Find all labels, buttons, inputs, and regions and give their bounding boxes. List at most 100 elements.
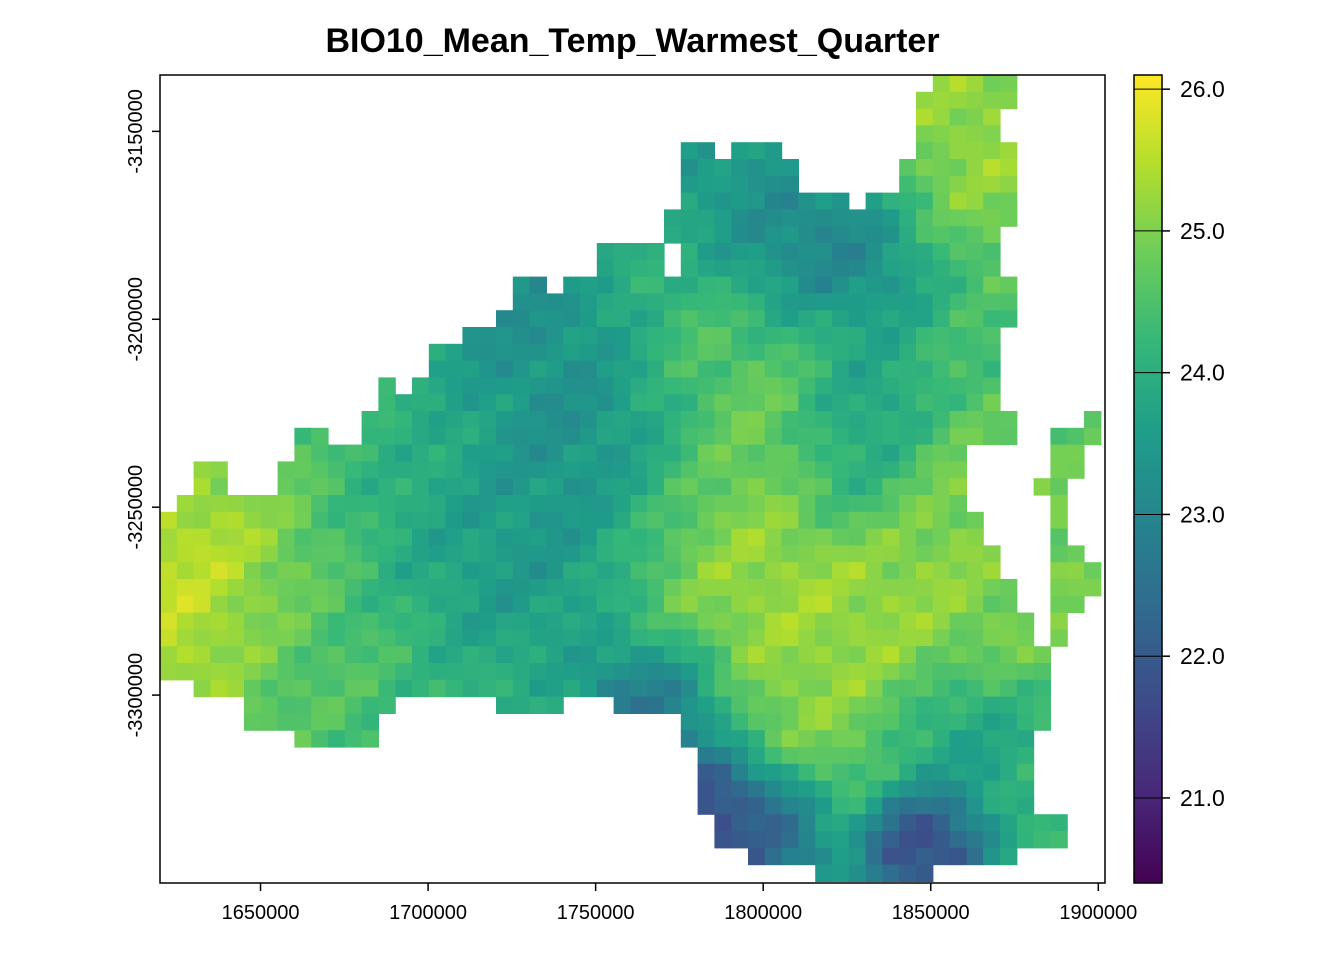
raster-cell	[664, 327, 682, 345]
raster-cell	[512, 646, 531, 664]
raster-cell	[361, 461, 379, 479]
raster-cell	[748, 511, 766, 530]
raster-cell	[344, 663, 363, 681]
raster-cell	[764, 780, 783, 798]
raster-cell	[949, 394, 967, 412]
raster-cell	[277, 528, 295, 546]
raster-cell	[865, 343, 883, 362]
raster-cell	[949, 427, 967, 446]
raster-cell	[1050, 444, 1068, 462]
raster-cell	[714, 612, 732, 630]
raster-cell	[563, 427, 581, 446]
raster-cell	[378, 663, 396, 681]
raster-cell	[916, 394, 934, 412]
raster-cell	[294, 629, 312, 647]
colorbar-tick-label: 24.0	[1180, 360, 1225, 386]
raster-cell	[462, 612, 480, 630]
y-tick-label: -3250000	[125, 465, 147, 550]
raster-cell	[344, 461, 363, 479]
raster-cell	[832, 478, 850, 496]
raster-cell	[529, 612, 547, 630]
raster-cell	[832, 427, 850, 446]
raster-cell	[546, 411, 564, 429]
raster-cell	[680, 612, 699, 630]
raster-cell	[714, 679, 732, 698]
x-tick-label: 1750000	[557, 902, 635, 924]
raster-cell	[227, 495, 245, 513]
raster-cell	[848, 427, 867, 446]
raster-cell	[496, 595, 514, 614]
raster-cell	[680, 394, 699, 412]
raster-cell	[479, 411, 497, 429]
raster-cell	[882, 360, 900, 378]
raster-cell	[848, 394, 867, 412]
raster-cell	[630, 595, 648, 614]
raster-cell	[932, 528, 951, 546]
raster-cell	[949, 411, 967, 429]
raster-cell	[714, 797, 732, 815]
raster-cell	[412, 444, 430, 462]
raster-cell	[496, 545, 514, 563]
raster-cell	[983, 847, 1001, 866]
raster-cell	[815, 579, 833, 597]
raster-cell	[731, 377, 749, 395]
raster-cell	[680, 209, 699, 227]
raster-cell	[815, 259, 833, 278]
raster-cell	[848, 780, 867, 798]
raster-cell	[176, 528, 195, 546]
raster-cell	[731, 763, 749, 782]
raster-cell	[680, 579, 699, 597]
raster-cell	[328, 679, 346, 698]
raster-cell	[983, 327, 1001, 345]
raster-cell	[764, 646, 783, 664]
raster-cell	[781, 293, 799, 311]
raster-cell	[949, 142, 967, 160]
raster-cell	[1033, 713, 1051, 731]
raster-cell	[848, 461, 867, 479]
raster-cell	[748, 360, 766, 378]
map-title: BIO10_Mean_Temp_Warmest_Quarter	[325, 22, 940, 60]
raster-cell	[815, 411, 833, 429]
raster-cell	[1016, 646, 1035, 664]
raster-cell	[949, 763, 967, 782]
raster-cell	[260, 528, 279, 546]
raster-cell	[916, 192, 934, 210]
raster-cell	[966, 327, 984, 345]
raster-cell	[916, 175, 934, 194]
raster-cell	[680, 629, 699, 647]
raster-cell	[1033, 646, 1051, 664]
raster-cell	[647, 343, 665, 362]
raster-cell	[664, 595, 682, 614]
raster-cell	[949, 293, 967, 311]
raster-cell	[529, 528, 547, 546]
raster-cell	[916, 343, 934, 362]
raster-cell	[311, 444, 329, 462]
raster-cell	[815, 612, 833, 630]
raster-cell	[546, 679, 564, 698]
raster-cell	[428, 646, 447, 664]
raster-cell	[882, 192, 900, 210]
raster-cell	[563, 293, 581, 311]
raster-cell	[798, 730, 816, 748]
raster-cell	[546, 360, 564, 378]
x-tick-label: 1650000	[222, 902, 300, 924]
raster-cell	[748, 259, 766, 278]
raster-cell	[966, 159, 984, 177]
raster-cell	[949, 343, 967, 362]
raster-cell	[731, 293, 749, 311]
raster-cell	[781, 629, 799, 647]
raster-cell	[798, 461, 816, 479]
raster-cell	[798, 814, 816, 832]
raster-cell	[983, 730, 1001, 748]
raster-cell	[815, 595, 833, 614]
raster-cell	[630, 562, 648, 580]
raster-cell	[781, 461, 799, 479]
raster-cell	[697, 259, 715, 278]
raster-cell	[882, 595, 900, 614]
raster-cell	[344, 730, 363, 748]
raster-cell	[546, 646, 564, 664]
raster-cell	[361, 663, 379, 681]
raster-cell	[815, 192, 833, 210]
raster-cell	[1000, 747, 1018, 765]
raster-cell	[781, 847, 799, 866]
